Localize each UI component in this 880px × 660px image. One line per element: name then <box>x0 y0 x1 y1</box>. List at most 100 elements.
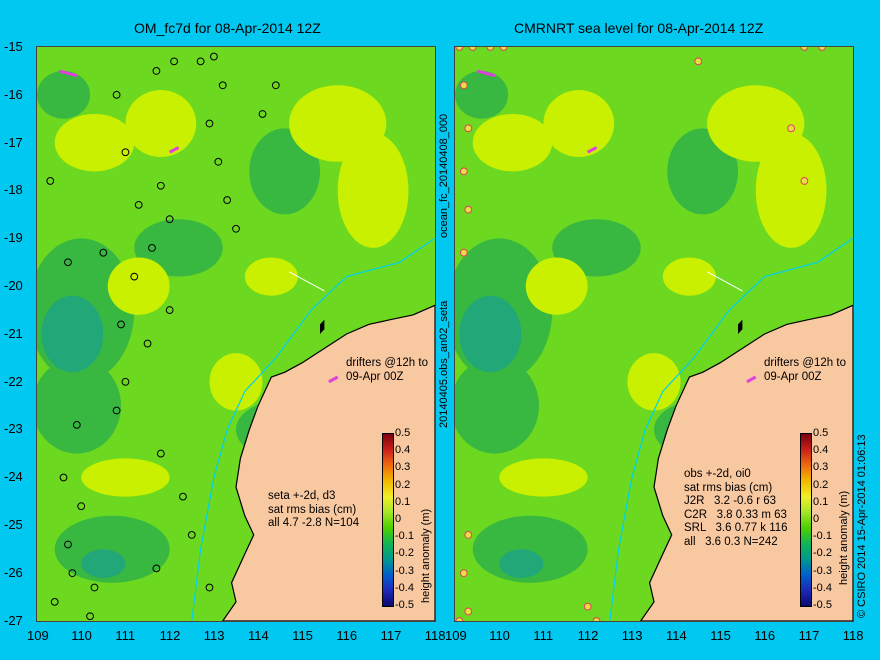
observation-marker <box>112 406 121 415</box>
observation-marker <box>143 339 152 348</box>
colorbar-tick-label: -0.1 <box>395 530 414 543</box>
colorbar-tick-label: -0.2 <box>395 547 414 560</box>
high-anomaly-region <box>755 133 827 248</box>
x-tick-label-right: 109 <box>445 628 467 643</box>
colorbar-tick-label: -0.4 <box>813 581 832 594</box>
observation-marker <box>459 167 468 176</box>
y-tick-label: -17 <box>4 134 23 150</box>
observation-marker <box>99 248 108 257</box>
x-tick-label-right: 118 <box>842 628 864 643</box>
x-tick-label-right: 112 <box>577 628 599 643</box>
y-tick-label: -18 <box>4 182 23 198</box>
copyright-credit: © CSIRO 2014 15-Apr-2014 01:06:13 <box>856 434 868 618</box>
observation-marker <box>818 47 826 51</box>
observation-marker <box>209 52 218 61</box>
right-colorbar <box>800 433 812 607</box>
colorbar-tick-label: -0.5 <box>813 599 832 611</box>
y-tick-label: -27 <box>4 612 23 628</box>
high-anomaly-region <box>627 353 681 411</box>
colorbar-tick-label: -0.5 <box>395 599 414 611</box>
run-label-bottom: 20140405.obs_an02_seta <box>438 300 450 428</box>
x-tick-label-left: 109 <box>27 628 49 643</box>
y-tick-label: -25 <box>4 517 23 532</box>
left-colorbar-label: height anomaly (m) <box>420 508 432 603</box>
high-anomaly-region <box>337 133 409 248</box>
drifter-track <box>58 69 78 78</box>
observation-marker <box>187 531 196 539</box>
x-tick-label-right: 114 <box>666 628 687 643</box>
colorbar-tick-label: 0.5 <box>395 427 411 439</box>
x-tick-label-right: 111 <box>533 628 554 643</box>
x-tick-label-left: 116 <box>336 628 358 643</box>
observation-marker <box>196 57 205 66</box>
observation-marker <box>179 492 187 501</box>
left-map <box>37 47 435 621</box>
observation-marker <box>68 569 77 578</box>
y-tick-label: -22 <box>4 373 23 389</box>
observation-marker <box>72 420 81 429</box>
observation-marker <box>130 272 139 281</box>
observation-marker <box>499 47 508 51</box>
colorbar-tick-label: 0.3 <box>395 461 411 474</box>
land-mass <box>221 304 435 621</box>
x-tick-label-left: 111 <box>115 628 136 643</box>
observation-marker <box>232 224 240 233</box>
colorbar-tick-label: 0.5 <box>813 427 829 439</box>
observation-marker <box>86 612 94 621</box>
high-anomaly-region <box>543 90 615 158</box>
y-tick-label: -24 <box>4 469 23 485</box>
colorbar-tick-label: -0.1 <box>813 530 832 543</box>
observation-marker <box>464 607 473 616</box>
colorbar-tick-label: -0.3 <box>395 564 414 577</box>
observation-marker <box>121 377 130 386</box>
x-tick-label-left: 118 <box>424 628 446 643</box>
left-map-panel[interactable] <box>36 46 436 622</box>
x-tick-label-right: 117 <box>798 628 820 643</box>
observation-marker <box>459 248 468 257</box>
observation-marker <box>800 47 809 51</box>
high-anomaly-region <box>125 90 197 158</box>
colorbar-tick-label: 0 <box>813 513 820 525</box>
x-tick-label-left: 110 <box>71 628 92 643</box>
right-map-panel[interactable] <box>454 46 854 622</box>
x-tick-label-right: 115 <box>710 628 731 643</box>
drifter-track <box>586 146 598 154</box>
y-tick-label: -19 <box>4 230 23 246</box>
observation-marker <box>787 124 795 133</box>
observation-marker <box>583 602 592 611</box>
x-tick-label-right: 113 <box>621 628 643 643</box>
observation-marker <box>46 177 55 185</box>
colorbar-tick-label: -0.4 <box>395 581 414 594</box>
x-tick-label-left: 115 <box>292 628 313 643</box>
high-anomaly-region <box>525 257 588 315</box>
left-colorbar <box>382 433 394 607</box>
colorbar-tick-label: 0.4 <box>395 444 411 457</box>
x-tick-label-left: 113 <box>203 628 225 643</box>
observation-marker <box>694 57 703 66</box>
lower-anomaly-region <box>81 549 126 578</box>
observation-marker <box>800 177 809 185</box>
lower-anomaly-region <box>499 549 544 578</box>
x-tick-label-right: 110 <box>489 628 510 643</box>
high-anomaly-region <box>81 458 170 497</box>
observation-marker <box>170 57 178 66</box>
y-tick-label: -16 <box>4 86 23 102</box>
right-panel-title: CMRNRT sea level for 08-Apr-2014 12Z <box>514 20 764 36</box>
observation-marker <box>592 617 601 621</box>
current-streamline <box>609 237 853 621</box>
observation-marker <box>205 119 214 128</box>
transect-line <box>706 271 743 292</box>
colorbar-tick-label: 0.1 <box>395 495 411 508</box>
low-anomaly-region <box>249 128 321 215</box>
observation-marker <box>218 81 227 90</box>
low-anomaly-region <box>552 219 641 277</box>
observation-marker <box>464 205 473 214</box>
observation-marker <box>455 47 464 51</box>
observation-marker <box>464 531 473 539</box>
observation-marker <box>50 597 59 606</box>
low-anomaly-region <box>37 357 122 454</box>
observation-marker <box>59 473 68 482</box>
observation-marker <box>468 47 477 51</box>
colorbar-tick-label: -0.3 <box>813 564 832 577</box>
high-anomaly-region <box>499 458 588 497</box>
